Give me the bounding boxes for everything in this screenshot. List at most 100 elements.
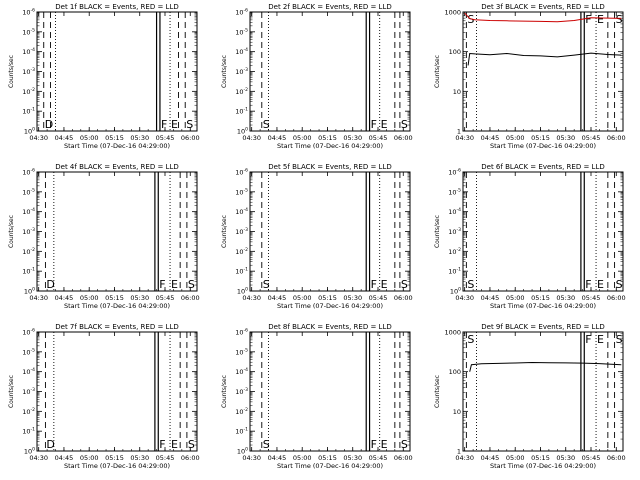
- x-axis-label: Start Time (07-Dec-16 04:29:00): [64, 142, 170, 150]
- x-tick-label: 06:00: [394, 294, 413, 302]
- y-tick-label: 10-5: [22, 27, 35, 36]
- panel-title: Det 4f BLACK = Events, RED = LLD: [55, 163, 178, 171]
- x-tick-label: 05:15: [531, 454, 550, 462]
- y-tick-label: 100: [24, 287, 35, 296]
- x-tick-label: 05:15: [318, 134, 337, 142]
- x-tick-label: 05:45: [369, 134, 388, 142]
- time-marker-label: E: [381, 438, 388, 451]
- y-tick-label: 100: [449, 368, 461, 376]
- time-marker-label: E: [597, 333, 604, 346]
- y-tick-label: 10-5: [448, 187, 461, 196]
- x-tick-label: 04:30: [242, 454, 261, 462]
- x-tick-label: 04:30: [455, 294, 474, 302]
- y-tick-label: 10-2: [22, 247, 35, 256]
- y-tick-label: 10-1: [448, 267, 461, 276]
- y-tick-label: 10-4: [22, 207, 35, 216]
- x-tick-label: 05:15: [531, 294, 550, 302]
- x-tick-label: 05:00: [80, 294, 99, 302]
- y-axis-label: Counts/sec: [8, 215, 15, 248]
- x-axis-label: Start Time (07-Dec-16 04:29:00): [277, 302, 383, 310]
- time-marker-label: F: [585, 278, 591, 291]
- y-tick-label: 10-2: [22, 87, 35, 96]
- y-tick-label: 100: [449, 48, 461, 56]
- x-tick-label: 05:15: [318, 454, 337, 462]
- lld-series-line: [464, 12, 622, 23]
- plot-frame: [462, 11, 624, 132]
- y-tick-label: 100: [237, 447, 248, 456]
- y-tick-label: 1: [457, 448, 461, 456]
- y-tick-label: 10-6: [235, 328, 248, 337]
- x-tick-label: 04:30: [242, 294, 261, 302]
- y-tick-label: 10: [453, 408, 461, 416]
- time-marker-label: S: [616, 278, 623, 291]
- y-tick-label: 100: [24, 447, 35, 456]
- y-tick-label: 10-3: [448, 227, 461, 236]
- x-tick-label: 06:00: [181, 134, 200, 142]
- x-tick-label: 06:00: [607, 294, 626, 302]
- x-tick-label: 06:00: [181, 454, 200, 462]
- x-tick-label: 05:45: [582, 294, 601, 302]
- x-tick-label: 06:00: [394, 454, 413, 462]
- y-tick-label: 100: [237, 287, 248, 296]
- x-tick-label: 04:45: [481, 134, 500, 142]
- x-axis-label: Start Time (07-Dec-16 04:29:00): [277, 462, 383, 470]
- x-tick-label: 05:30: [556, 454, 575, 462]
- panel-det-4: Det 4f BLACK = Events, RED = LLD 04:30 04:…: [8, 163, 200, 310]
- y-axis-label: Counts/sec: [221, 375, 228, 408]
- x-tick-label: 04:30: [242, 134, 261, 142]
- time-marker-label: S: [186, 118, 193, 131]
- time-marker-label: E: [171, 438, 178, 451]
- y-axis-label: Counts/sec: [221, 215, 228, 248]
- time-marker-label: S: [401, 438, 408, 451]
- time-marker-label: E: [171, 118, 178, 131]
- y-tick-label: 10-1: [22, 107, 35, 116]
- y-axis-label: Counts/sec: [434, 375, 441, 408]
- time-marker-label: S: [616, 13, 623, 26]
- x-tick-label: 05:45: [582, 454, 601, 462]
- y-tick-label: 10-1: [235, 107, 248, 116]
- y-tick-label: 1000: [444, 9, 461, 17]
- x-axis-label: Start Time (07-Dec-16 04:29:00): [64, 302, 170, 310]
- time-marker-label: F: [371, 278, 377, 291]
- x-tick-label: 05:00: [293, 294, 312, 302]
- y-axis-label: Counts/sec: [8, 55, 15, 88]
- time-marker-label: F: [161, 118, 167, 131]
- y-tick-label: 10-1: [22, 267, 35, 276]
- panel-title: Det 3f BLACK = Events, RED = LLD: [481, 3, 604, 11]
- y-tick-label: 10-3: [235, 227, 248, 236]
- y-tick-label: 10-1: [235, 427, 248, 436]
- x-axis-label: Start Time (07-Dec-16 04:29:00): [64, 462, 170, 470]
- y-tick-label: 10-2: [235, 247, 248, 256]
- x-axis-label: Start Time (07-Dec-16 04:29:00): [277, 142, 383, 150]
- x-tick-label: 05:30: [130, 134, 149, 142]
- y-tick-label: 10-4: [448, 207, 461, 216]
- plot-frame: [249, 331, 411, 452]
- x-tick-label: 04:30: [29, 454, 48, 462]
- time-marker-label: D: [46, 438, 54, 451]
- time-marker-label: E: [597, 13, 604, 26]
- x-tick-label: 06:00: [394, 134, 413, 142]
- time-marker-label: E: [381, 118, 388, 131]
- x-tick-label: 04:45: [481, 294, 500, 302]
- x-tick-label: 04:45: [268, 294, 287, 302]
- x-tick-label: 04:30: [455, 134, 474, 142]
- panel-title: Det 5f BLACK = Events, RED = LLD: [268, 163, 391, 171]
- panel-title: Det 1f BLACK = Events, RED = LLD: [55, 3, 178, 11]
- x-tick-label: 05:45: [369, 294, 388, 302]
- y-tick-label: 10-5: [235, 347, 248, 356]
- panel-det-1: Det 1f BLACK = Events, RED = LLD 04:30 04:…: [8, 3, 200, 150]
- x-tick-label: 04:30: [29, 134, 48, 142]
- plot-frame: [462, 171, 624, 292]
- panel-title: Det 9f BLACK = Events, RED = LLD: [481, 323, 604, 331]
- y-tick-label: 10-3: [235, 67, 248, 76]
- x-axis-label: Start Time (07-Dec-16 04:29:00): [490, 462, 596, 470]
- y-tick-label: 10-2: [448, 247, 461, 256]
- x-tick-label: 05:30: [343, 134, 362, 142]
- x-tick-label: 05:30: [343, 454, 362, 462]
- y-tick-label: 10-5: [22, 347, 35, 356]
- plot-frame: [249, 11, 411, 132]
- x-tick-label: 05:15: [105, 454, 124, 462]
- time-marker-label: F: [371, 438, 377, 451]
- time-marker-label: D: [46, 278, 54, 291]
